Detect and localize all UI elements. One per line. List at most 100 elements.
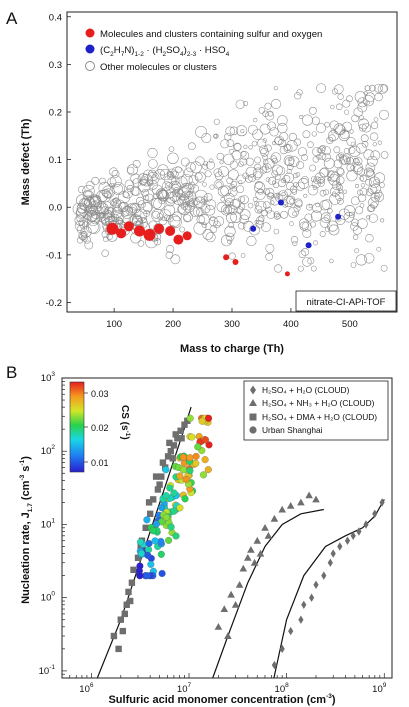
other-cluster-point	[142, 189, 155, 201]
other-cluster-point	[202, 229, 214, 240]
other-cluster-point	[338, 188, 343, 194]
other-cluster-point	[225, 126, 235, 137]
other-cluster-point	[266, 210, 276, 219]
other-cluster-point	[354, 91, 367, 103]
other-cluster-point	[190, 161, 202, 174]
other-cluster-point	[217, 185, 229, 197]
dma-point	[174, 435, 181, 442]
other-cluster-point	[99, 177, 106, 185]
ammonia-point	[214, 623, 223, 630]
other-cluster-point	[215, 181, 223, 189]
dma-point	[119, 627, 126, 635]
other-cluster-point	[137, 173, 149, 185]
other-cluster-point	[293, 204, 301, 212]
other-cluster-point	[267, 110, 274, 117]
panel-a-y-tick-label: -0.2	[46, 298, 62, 309]
other-cluster-point	[201, 222, 207, 228]
urban-shanghai-point	[205, 414, 213, 422]
binary-point	[350, 531, 356, 540]
other-cluster-point	[78, 185, 86, 194]
other-cluster-point	[174, 188, 184, 198]
legend-diamond-marker	[250, 385, 256, 395]
other-cluster-point	[265, 253, 273, 261]
ammonia-point	[312, 495, 320, 503]
other-cluster-point	[301, 176, 309, 184]
ammonia-point	[247, 546, 255, 553]
dma-point	[158, 473, 165, 480]
other-cluster-point	[309, 106, 317, 115]
other-cluster-point	[177, 204, 187, 214]
other-cluster-point	[315, 202, 320, 208]
dma-point	[127, 597, 134, 605]
other-cluster-point	[139, 178, 147, 186]
other-cluster-point	[178, 202, 191, 215]
panel-a-axes: 100 200 300 400 500 -0.2 -0.1 0.0 0.1 0.2 0.3 0.4	[46, 12, 358, 330]
urban-shanghai-point	[201, 456, 209, 464]
dma-point	[145, 499, 153, 506]
other-cluster-point	[335, 153, 344, 162]
legend-square-marker	[249, 413, 257, 421]
urban-shanghai-point	[157, 550, 165, 558]
other-cluster-point	[224, 225, 236, 238]
other-cluster-point	[111, 170, 120, 178]
other-cluster-point	[125, 203, 138, 216]
urban-shanghai-point	[176, 472, 184, 480]
other-cluster-point	[104, 206, 114, 217]
other-cluster-point	[365, 188, 374, 197]
other-cluster-point	[271, 170, 279, 178]
other-cluster-point	[277, 122, 288, 134]
other-cluster-point	[170, 254, 181, 265]
urban-shanghai-point	[166, 484, 174, 492]
other-cluster-point	[252, 196, 258, 202]
other-cluster-point	[360, 134, 369, 143]
other-cluster-point	[289, 221, 294, 226]
other-cluster-point	[147, 171, 160, 185]
binary-point	[379, 498, 385, 507]
instrument-box	[295, 290, 397, 312]
other-cluster-point	[350, 141, 356, 147]
other-cluster-point	[327, 220, 339, 232]
other-cluster-point	[148, 159, 158, 169]
panel-b-x-label: Sulfuric acid monomer concentration (cm-…	[108, 693, 335, 706]
other-cluster-point	[342, 189, 347, 194]
other-cluster-point	[295, 200, 303, 208]
dma-point	[121, 610, 128, 618]
other-cluster-point	[239, 209, 251, 220]
other-cluster-point	[359, 115, 364, 121]
other-cluster-point	[85, 180, 95, 190]
other-cluster-point	[253, 167, 264, 178]
other-cluster-point	[195, 171, 206, 183]
other-cluster-point	[151, 197, 162, 209]
other-cluster-point	[273, 213, 281, 220]
other-cluster-point	[379, 109, 389, 120]
other-cluster-point	[224, 133, 232, 141]
sulfur-oxygen-point	[182, 231, 192, 241]
other-cluster-point	[298, 218, 310, 229]
other-cluster-point	[129, 202, 141, 214]
other-cluster-point	[228, 222, 234, 229]
other-cluster-point	[167, 168, 177, 179]
panel-a-y-tick-label: -0.1	[46, 250, 62, 261]
binary-point	[271, 660, 277, 670]
other-cluster-point	[213, 118, 220, 125]
other-cluster-point	[336, 103, 343, 111]
other-cluster-point	[365, 100, 370, 105]
other-cluster-point	[352, 234, 359, 240]
dma-point	[178, 435, 185, 442]
other-cluster-point	[265, 243, 275, 253]
other-cluster-point	[134, 208, 148, 222]
other-cluster-point	[288, 132, 297, 142]
other-cluster-point	[216, 152, 224, 161]
panel-a-x-tick-label: 100	[106, 319, 122, 330]
urban-shanghai-point	[186, 414, 194, 422]
other-cluster-point	[277, 115, 288, 126]
other-cluster-point	[92, 194, 102, 204]
ammonia-point	[305, 491, 313, 499]
other-cluster-point	[98, 212, 105, 219]
other-cluster-point	[337, 168, 345, 176]
other-cluster-point	[122, 205, 133, 217]
other-cluster-point	[319, 217, 331, 228]
other-cluster-point	[240, 129, 245, 134]
panel-b-legend: H₂SO₄ + H₂O (CLOUD) H₂SO₄ + NH₃ + H₂O (C…	[243, 380, 389, 441]
